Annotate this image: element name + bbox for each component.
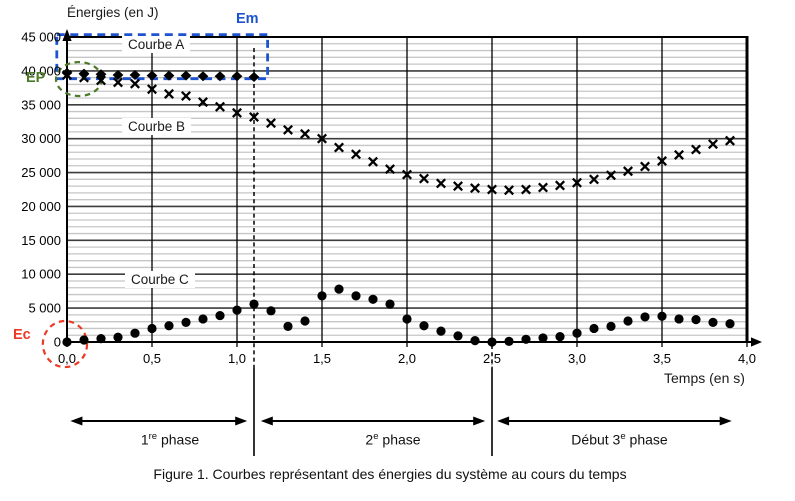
svg-text:4,0: 4,0	[738, 351, 756, 366]
svg-text:0: 0	[54, 335, 61, 350]
ec-label: Ec	[13, 327, 31, 343]
svg-text:30 000: 30 000	[21, 131, 61, 146]
curve-a-label: Courbe A	[122, 36, 191, 53]
svg-text:3,5: 3,5	[653, 351, 671, 366]
svg-text:5 000: 5 000	[28, 301, 61, 316]
svg-text:2,0: 2,0	[398, 351, 416, 366]
phase-1-label: 1re phase	[140, 431, 200, 448]
svg-text:2,5: 2,5	[483, 351, 501, 366]
svg-text:40 000: 40 000	[21, 63, 61, 78]
phase-3-label: Début 3e phase	[571, 431, 668, 448]
curve-b-label: Courbe B	[122, 118, 192, 135]
svg-text:25 000: 25 000	[21, 165, 61, 180]
svg-text:3,0: 3,0	[568, 351, 586, 366]
svg-text:0,5: 0,5	[143, 351, 161, 366]
phase-2-label: 2e phase	[365, 431, 421, 448]
svg-text:20 000: 20 000	[21, 199, 61, 214]
x-axis-title: Temps (en s)	[664, 370, 745, 386]
figure-caption: Figure 1. Courbes représentant des énerg…	[153, 466, 627, 482]
em-label: Em	[236, 11, 259, 27]
curve-c-label: Courbe C	[125, 271, 195, 288]
svg-text:1,0: 1,0	[228, 351, 246, 366]
ep-label: EP	[26, 70, 46, 86]
y-axis-title: Énergies (en J)	[67, 5, 159, 20]
svg-text:35 000: 35 000	[21, 97, 61, 112]
svg-text:10 000: 10 000	[21, 267, 61, 282]
svg-text:45 000: 45 000	[21, 30, 61, 45]
svg-text:15 000: 15 000	[21, 233, 61, 248]
svg-text:1,5: 1,5	[313, 351, 331, 366]
svg-text:0,0: 0,0	[58, 351, 76, 366]
